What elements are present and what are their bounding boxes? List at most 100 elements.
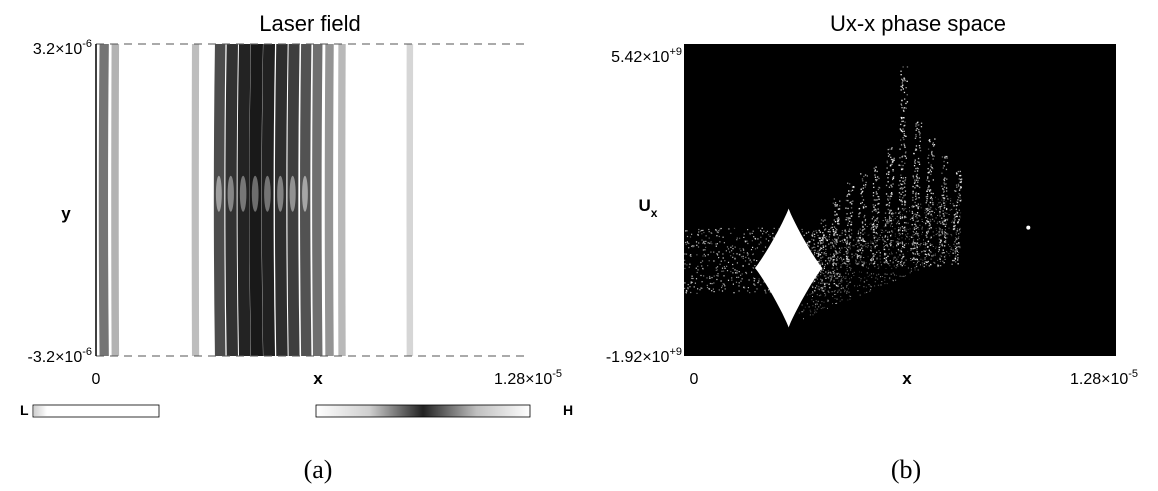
- particle: [901, 233, 904, 235]
- particle: [872, 204, 874, 206]
- particle: [716, 229, 718, 231]
- particle: [943, 182, 945, 184]
- particle: [692, 246, 694, 248]
- particle: [900, 74, 902, 76]
- particle: [939, 258, 941, 260]
- particle: [752, 230, 754, 232]
- particle: [914, 242, 917, 244]
- particle: [897, 256, 899, 258]
- particle: [841, 280, 843, 281]
- particle: [904, 146, 906, 148]
- particle: [869, 285, 871, 287]
- particle: [814, 243, 816, 245]
- particle: [849, 278, 850, 280]
- particle: [730, 246, 732, 248]
- particle: [863, 204, 866, 206]
- particle: [861, 201, 863, 204]
- particle: [829, 253, 831, 255]
- particle: [834, 221, 837, 223]
- particle: [859, 284, 861, 286]
- particle: [807, 261, 809, 264]
- particle: [751, 240, 753, 242]
- particle: [927, 209, 929, 211]
- particle: [921, 228, 923, 230]
- particle: [684, 282, 686, 284]
- particle: [903, 134, 905, 137]
- fringe-highlight-3: [215, 175, 222, 212]
- particle: [889, 277, 891, 279]
- particle: [874, 176, 876, 178]
- particle: [956, 230, 958, 232]
- particle: [804, 261, 806, 263]
- particle: [954, 190, 956, 192]
- particle: [733, 227, 736, 229]
- particle: [928, 254, 930, 256]
- particle: [856, 257, 859, 259]
- particle: [932, 145, 935, 147]
- particle: [862, 245, 864, 247]
- particle: [907, 229, 909, 230]
- particle: [960, 186, 962, 189]
- particle: [905, 107, 907, 109]
- particle: [918, 205, 920, 207]
- particle: [952, 203, 954, 205]
- particle: [835, 252, 838, 254]
- particle: [831, 223, 834, 225]
- particle: [819, 248, 821, 250]
- particle: [704, 249, 706, 251]
- particle: [926, 195, 929, 198]
- particle: [943, 231, 946, 233]
- particle: [959, 215, 961, 217]
- particle: [684, 259, 686, 261]
- particle: [905, 234, 907, 236]
- particle: [742, 248, 744, 250]
- particle: [717, 275, 719, 277]
- particle: [741, 273, 743, 275]
- particle: [944, 219, 946, 222]
- particle: [957, 246, 960, 248]
- particle: [892, 261, 894, 263]
- particle: [753, 280, 755, 282]
- particle: [851, 189, 854, 191]
- particle: [806, 242, 809, 244]
- particle: [835, 293, 837, 295]
- particle: [856, 254, 858, 256]
- particle: [932, 168, 934, 170]
- particle: [793, 257, 795, 259]
- particle: [829, 280, 831, 282]
- particle: [871, 224, 873, 226]
- particle: [939, 246, 941, 248]
- particle: [775, 234, 777, 236]
- fringe-highlight-10: [302, 175, 308, 212]
- particle: [920, 243, 922, 245]
- particle: [723, 283, 725, 285]
- particle: [799, 289, 801, 291]
- particle: [934, 212, 935, 214]
- particle: [897, 208, 899, 210]
- particle: [901, 258, 903, 260]
- particle: [912, 244, 913, 246]
- particle: [808, 231, 810, 233]
- particle: [874, 285, 876, 287]
- particle: [757, 238, 759, 240]
- particle: [932, 255, 934, 257]
- particle: [913, 258, 915, 260]
- particle: [949, 251, 951, 253]
- particle: [716, 231, 718, 233]
- particle: [861, 252, 863, 254]
- particle: [910, 249, 912, 251]
- particle: [942, 210, 944, 212]
- particle: [753, 236, 755, 238]
- particle: [915, 123, 917, 125]
- particle: [902, 256, 904, 258]
- particle: [846, 280, 848, 282]
- particle: [954, 245, 956, 247]
- particle: [866, 291, 868, 293]
- particle: [876, 224, 878, 226]
- particle: [730, 255, 732, 257]
- particle: [837, 272, 840, 274]
- particle: [692, 245, 694, 247]
- particle: [857, 290, 859, 292]
- particle: [915, 135, 917, 138]
- particle: [748, 257, 750, 259]
